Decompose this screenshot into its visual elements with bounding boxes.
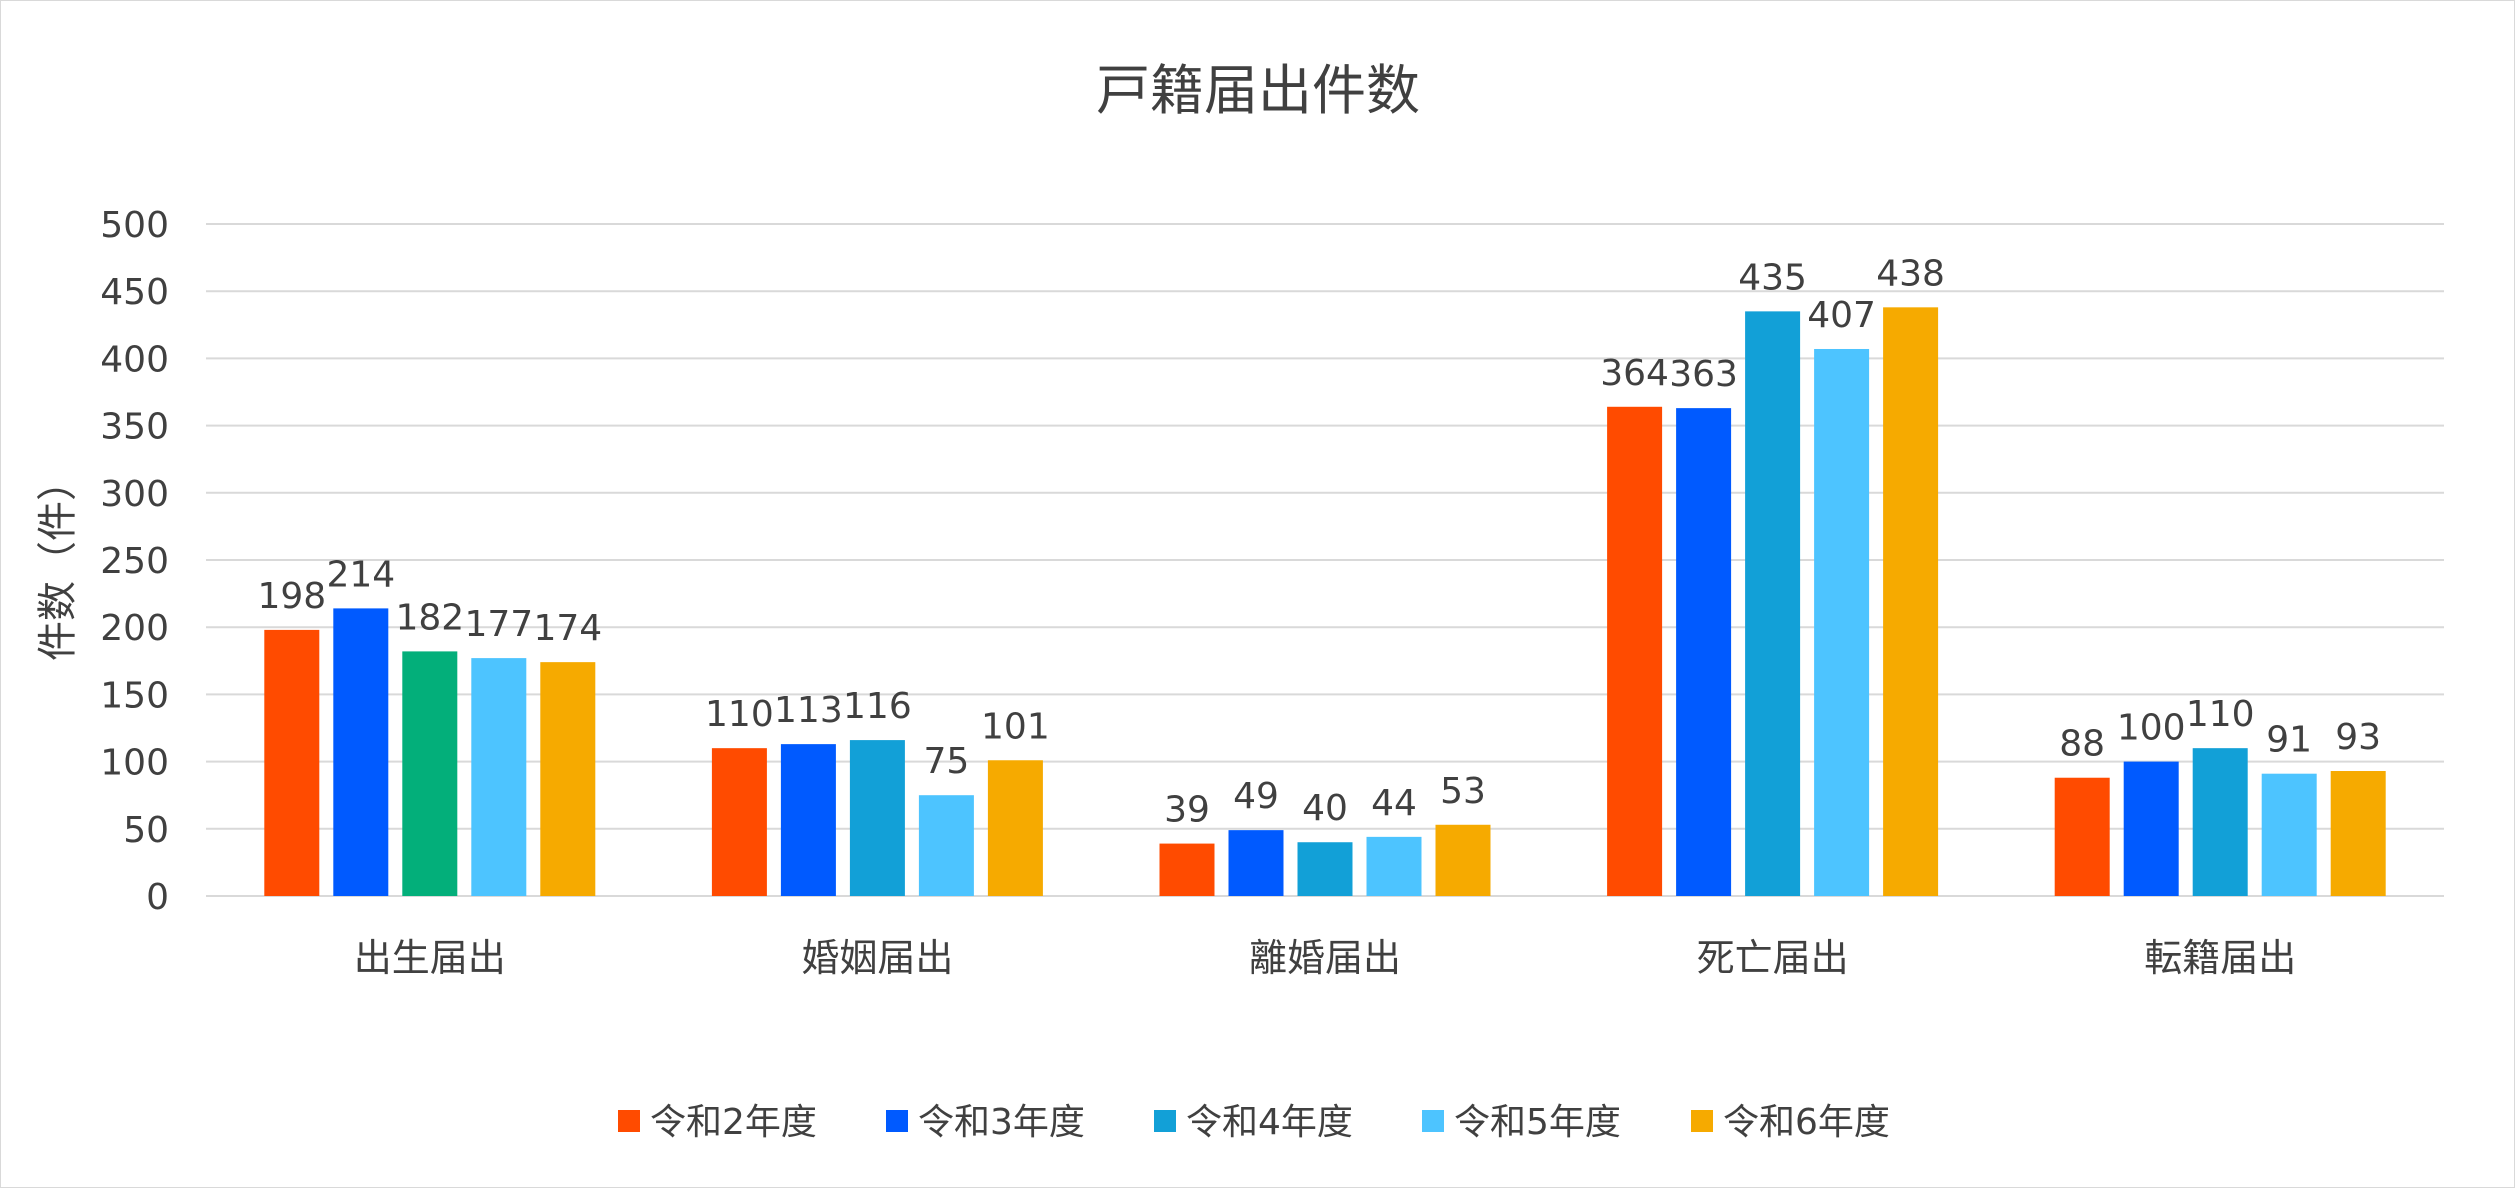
legend-swatch — [618, 1110, 640, 1132]
bar — [402, 651, 458, 896]
legend-item: 令和5年度 — [1422, 1102, 1621, 1143]
data-label: 182 — [395, 597, 464, 638]
data-label: 198 — [257, 576, 326, 617]
bar — [1228, 830, 1284, 896]
bar — [711, 748, 767, 896]
data-label: 44 — [1371, 783, 1417, 824]
data-label: 177 — [464, 604, 533, 645]
legend-swatch — [1691, 1110, 1713, 1132]
bar — [264, 629, 320, 896]
bar — [1745, 311, 1801, 896]
data-label: 113 — [774, 690, 843, 731]
bar — [540, 662, 596, 896]
legend-item: 令和3年度 — [886, 1102, 1085, 1143]
data-label: 116 — [843, 686, 912, 727]
y-tick-label: 100 — [100, 743, 169, 784]
data-label: 407 — [1807, 295, 1876, 336]
y-axis-label: 件数（件） — [35, 461, 81, 661]
data-label: 93 — [2335, 717, 2381, 758]
data-label: 435 — [1738, 257, 1807, 298]
x-tick-label: 離婚届出 — [1249, 936, 1401, 980]
bar — [1435, 824, 1491, 896]
data-label: 174 — [533, 608, 602, 649]
y-tick-label: 200 — [100, 608, 169, 649]
bar — [1814, 348, 1870, 896]
bar — [1366, 836, 1422, 896]
legend-label: 令和2年度 — [650, 1102, 817, 1143]
bar — [2192, 748, 2248, 896]
y-tick-label: 150 — [100, 675, 169, 716]
y-tick-label: 300 — [100, 474, 169, 515]
bar — [918, 795, 974, 896]
x-tick-label: 死亡届出 — [1697, 936, 1849, 980]
data-label: 110 — [2186, 694, 2255, 735]
legend-item: 令和4年度 — [1154, 1102, 1353, 1143]
legend-item: 令和6年度 — [1691, 1102, 1890, 1143]
bar — [987, 760, 1043, 896]
data-label: 438 — [1876, 253, 1945, 294]
data-label: 100 — [2117, 708, 2186, 749]
bar — [1297, 842, 1353, 896]
legend-swatch — [886, 1110, 908, 1132]
data-label: 75 — [923, 741, 969, 782]
data-label: 39 — [1164, 790, 1210, 831]
legend-label: 令和4年度 — [1186, 1102, 1353, 1143]
bar — [2123, 761, 2179, 896]
y-tick-label: 500 — [100, 205, 169, 246]
bar — [2261, 773, 2317, 896]
x-tick-label: 転籍届出 — [2144, 936, 2296, 980]
data-label: 364 — [1600, 353, 1669, 394]
data-label: 101 — [981, 706, 1050, 747]
bar — [849, 740, 905, 896]
x-tick-label: 婚姻届出 — [801, 936, 953, 980]
bar — [471, 658, 527, 896]
data-label: 49 — [1233, 776, 1279, 817]
y-tick-label: 50 — [123, 810, 169, 851]
data-label: 53 — [1440, 771, 1486, 812]
x-tick-label: 出生届出 — [354, 936, 506, 980]
data-label: 40 — [1302, 788, 1348, 829]
data-label: 110 — [705, 694, 774, 735]
legend-swatch — [1154, 1110, 1176, 1132]
data-label: 363 — [1669, 354, 1738, 395]
chart-title: 戸籍届出件数 — [1096, 59, 1420, 122]
data-label: 214 — [326, 554, 395, 595]
y-tick-label: 450 — [100, 272, 169, 313]
legend-swatch — [1422, 1110, 1444, 1132]
bar — [1883, 307, 1939, 896]
bar — [1676, 408, 1732, 896]
bar — [1607, 406, 1663, 896]
y-tick-label: 0 — [146, 877, 169, 918]
legend-label: 令和5年度 — [1454, 1102, 1621, 1143]
bar — [2054, 777, 2110, 896]
legend-item: 令和2年度 — [618, 1102, 817, 1143]
bar — [780, 744, 836, 896]
y-tick-label: 250 — [100, 541, 169, 582]
bar — [1159, 843, 1215, 896]
legend-label: 令和3年度 — [918, 1102, 1085, 1143]
y-tick-label: 350 — [100, 407, 169, 448]
data-label: 91 — [2266, 720, 2312, 761]
data-label: 88 — [2059, 724, 2105, 765]
bar — [2330, 771, 2386, 896]
legend-label: 令和6年度 — [1723, 1102, 1890, 1143]
bar — [333, 608, 389, 896]
y-tick-label: 400 — [100, 339, 169, 380]
